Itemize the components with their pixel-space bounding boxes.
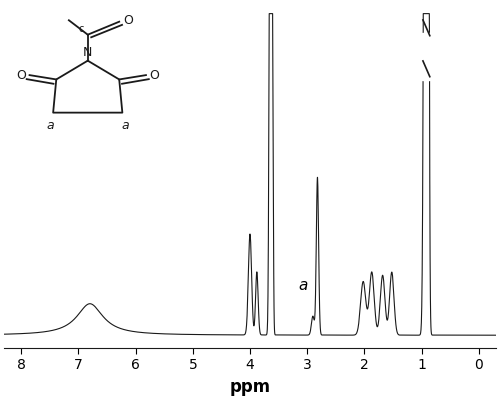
Text: a: a <box>298 278 308 293</box>
X-axis label: ppm: ppm <box>230 378 270 396</box>
